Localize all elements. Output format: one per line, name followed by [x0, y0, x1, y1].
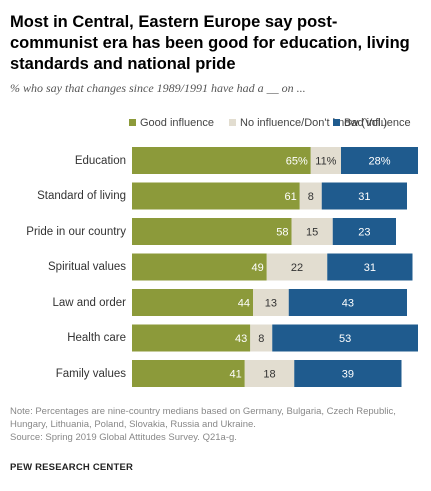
data-label-good: 44 — [238, 298, 250, 310]
data-label-no-influence: 13 — [265, 298, 277, 310]
data-label-good: 58 — [276, 227, 288, 239]
data-label-no-influence: 8 — [258, 333, 264, 345]
bar-row: 61 8 31 — [132, 182, 407, 210]
bar-segment-good — [132, 218, 292, 245]
bar-segment-bad — [321, 182, 407, 210]
chart-subtitle: % who say that changes since 1989/1991 h… — [10, 81, 306, 95]
data-label-good: 65% — [286, 156, 308, 168]
bar-row: 65% 11% 28% — [132, 147, 418, 174]
category-label: Pride in our country — [26, 225, 126, 238]
data-label-bad: 43 — [342, 298, 354, 310]
data-label-bad: 28% — [368, 156, 390, 168]
bar-segment-good — [132, 182, 300, 210]
category-label: Spiritual values — [48, 261, 126, 273]
chart-title: Most in Central, Eastern Europe say post… — [10, 13, 410, 73]
category-label: Family values — [55, 367, 126, 380]
category-label: Health care — [67, 332, 126, 344]
data-label-no-influence: 11% — [315, 156, 336, 168]
bar-segment-no-influence — [266, 253, 328, 281]
bar-segment-no-influence — [244, 360, 295, 387]
data-label-no-influence: 15 — [306, 227, 318, 239]
data-label-bad: 53 — [339, 333, 351, 345]
bar-segment-bad — [272, 324, 418, 352]
footnote: Note: Percentages are nine-country media… — [10, 405, 422, 444]
data-label-good: 41 — [230, 369, 242, 381]
data-label-bad: 39 — [342, 369, 354, 381]
data-label-bad: 31 — [358, 191, 370, 203]
bar-segment-bad — [288, 289, 407, 316]
legend-swatch-no-influence — [229, 119, 236, 126]
bar-row: 58 15 23 — [132, 218, 396, 245]
legend-swatch-bad — [333, 119, 340, 126]
legend-label-bad: Bad influence — [344, 117, 411, 129]
category-label: Standard of living — [37, 190, 126, 202]
data-label-no-influence: 18 — [263, 369, 275, 381]
data-label-good: 61 — [285, 191, 297, 203]
bar-row: 41 18 39 — [132, 360, 402, 387]
note-text: Note: Percentages are nine-country media… — [10, 406, 396, 430]
category-label: Law and order — [52, 296, 126, 309]
bar-row: 44 13 43 — [132, 289, 407, 316]
legend-swatch-good — [129, 119, 136, 126]
bar-segment-no-influence — [310, 147, 341, 174]
data-label-good: 49 — [252, 262, 264, 274]
bar-segment-bad — [341, 147, 418, 174]
bar-segment-no-influence — [299, 182, 322, 210]
legend-label-no-influence: No influence/Don't know (Vol.) — [240, 117, 388, 129]
bar-segment-bad — [327, 253, 413, 281]
bar-row: 43 8 53 — [132, 324, 418, 352]
stacked-bar-chart: 65% 11% 28% 61 8 31 58 15 23 49 22 31 44 13 43 43 8 53 41 1… — [0, 140, 431, 390]
legend-item-no-influence: No influence/Don't know (Vol.) — [229, 116, 387, 130]
bar-segment-good — [132, 324, 251, 352]
bar-segment-good — [132, 289, 253, 316]
bar-segment-bad — [294, 360, 402, 387]
bar-segment-no-influence — [250, 324, 273, 352]
data-label-bad: 31 — [364, 262, 376, 274]
data-label-bad: 23 — [358, 227, 370, 239]
bar-segment-no-influence — [291, 218, 333, 245]
data-label-good: 43 — [235, 333, 247, 345]
legend-item-good: Good influence — [129, 116, 214, 130]
brand-label: PEW RESEARCH CENTER — [10, 462, 134, 473]
bar-segment-no-influence — [253, 289, 289, 316]
legend-label-good: Good influence — [140, 117, 214, 129]
legend: Good influence No influence/Don't know (… — [0, 116, 431, 132]
data-label-no-influence: 8 — [308, 191, 314, 203]
legend-item-bad: Bad influence — [333, 116, 411, 130]
bar-segment-good — [132, 147, 311, 174]
bar-segment-good — [132, 253, 267, 281]
category-label: Education — [74, 154, 126, 167]
data-label-no-influence: 22 — [291, 262, 303, 274]
bar-segment-bad — [332, 218, 396, 245]
source-text: Source: Spring 2019 Global Attitudes Sur… — [10, 432, 237, 443]
bar-row: 49 22 31 — [132, 253, 413, 281]
chart-plot-area: 65% 11% 28% 61 8 31 58 15 23 49 22 31 44 13 43 43 8 53 41 1… — [132, 147, 418, 387]
bar-segment-good — [132, 360, 245, 387]
